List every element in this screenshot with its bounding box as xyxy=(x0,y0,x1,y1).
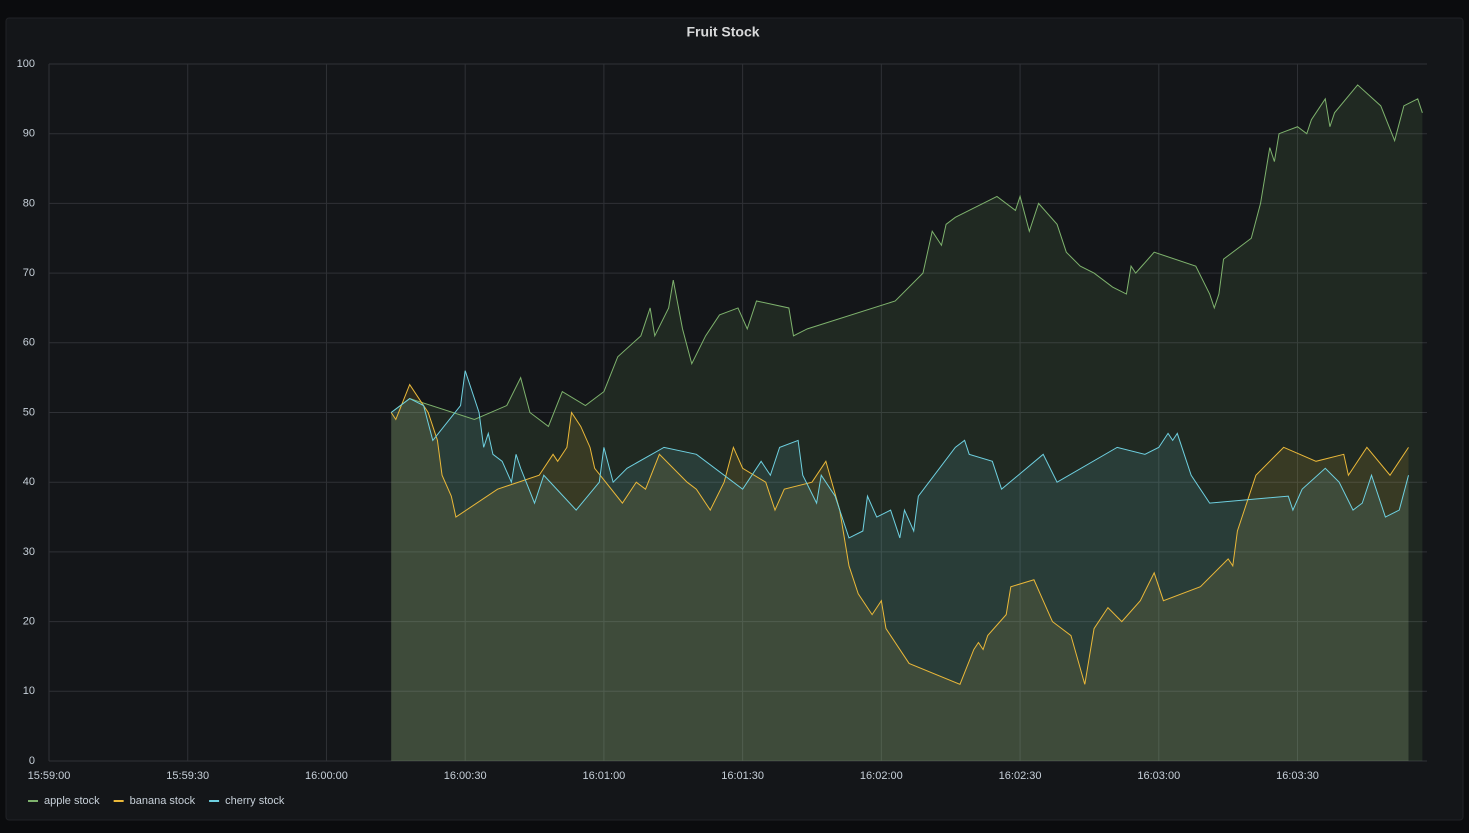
y-tick-label: 40 xyxy=(23,476,35,488)
areas xyxy=(391,84,1423,761)
series-line xyxy=(390,84,1423,428)
grid xyxy=(48,63,1427,762)
y-tick-label: 80 xyxy=(23,197,35,209)
y-tick-label: 30 xyxy=(23,546,35,558)
x-tick-label: 16:03:00 xyxy=(1137,770,1180,782)
x-tick-label: 15:59:30 xyxy=(166,770,209,782)
x-tick-label: 16:03:30 xyxy=(1276,770,1319,782)
panel xyxy=(5,17,1464,821)
x-tick-label: 16:02:00 xyxy=(860,770,903,782)
area-fill xyxy=(391,84,1423,761)
x-tick-label: 16:02:30 xyxy=(999,770,1042,782)
y-tick-label: 70 xyxy=(23,267,35,279)
y-tick-label: 50 xyxy=(23,406,35,418)
panel-title: Fruit Stock xyxy=(686,24,759,40)
y-tick-label: 0 xyxy=(29,755,35,767)
y-tick-label: 10 xyxy=(23,685,35,697)
y-tick-label: 20 xyxy=(23,616,35,628)
tick-labels: 0 10 20 30 40 50 60 70 80 90 100 15:59:00 15:59:30 16… xyxy=(17,58,1319,782)
y-tick-label: 60 xyxy=(23,337,35,349)
area-fill xyxy=(391,384,1409,761)
x-tick-label: 16:01:00 xyxy=(582,770,625,782)
legend-label: apple stock xyxy=(44,795,100,807)
series-line xyxy=(390,370,1409,539)
x-tick-label: 16:00:00 xyxy=(305,770,348,782)
area-fill xyxy=(391,370,1409,761)
legend-label: banana stock xyxy=(130,795,196,807)
x-tick-label: 16:01:30 xyxy=(721,770,764,782)
legend: apple stock banana stock cherry stock xyxy=(28,795,285,807)
y-tick-label: 100 xyxy=(17,58,35,70)
lines xyxy=(390,84,1423,685)
legend-label: cherry stock xyxy=(225,795,285,807)
x-tick-label: 16:00:30 xyxy=(444,770,487,782)
x-tick-label: 15:59:00 xyxy=(28,770,71,782)
y-tick-label: 90 xyxy=(23,128,35,140)
series-line xyxy=(390,383,1409,685)
